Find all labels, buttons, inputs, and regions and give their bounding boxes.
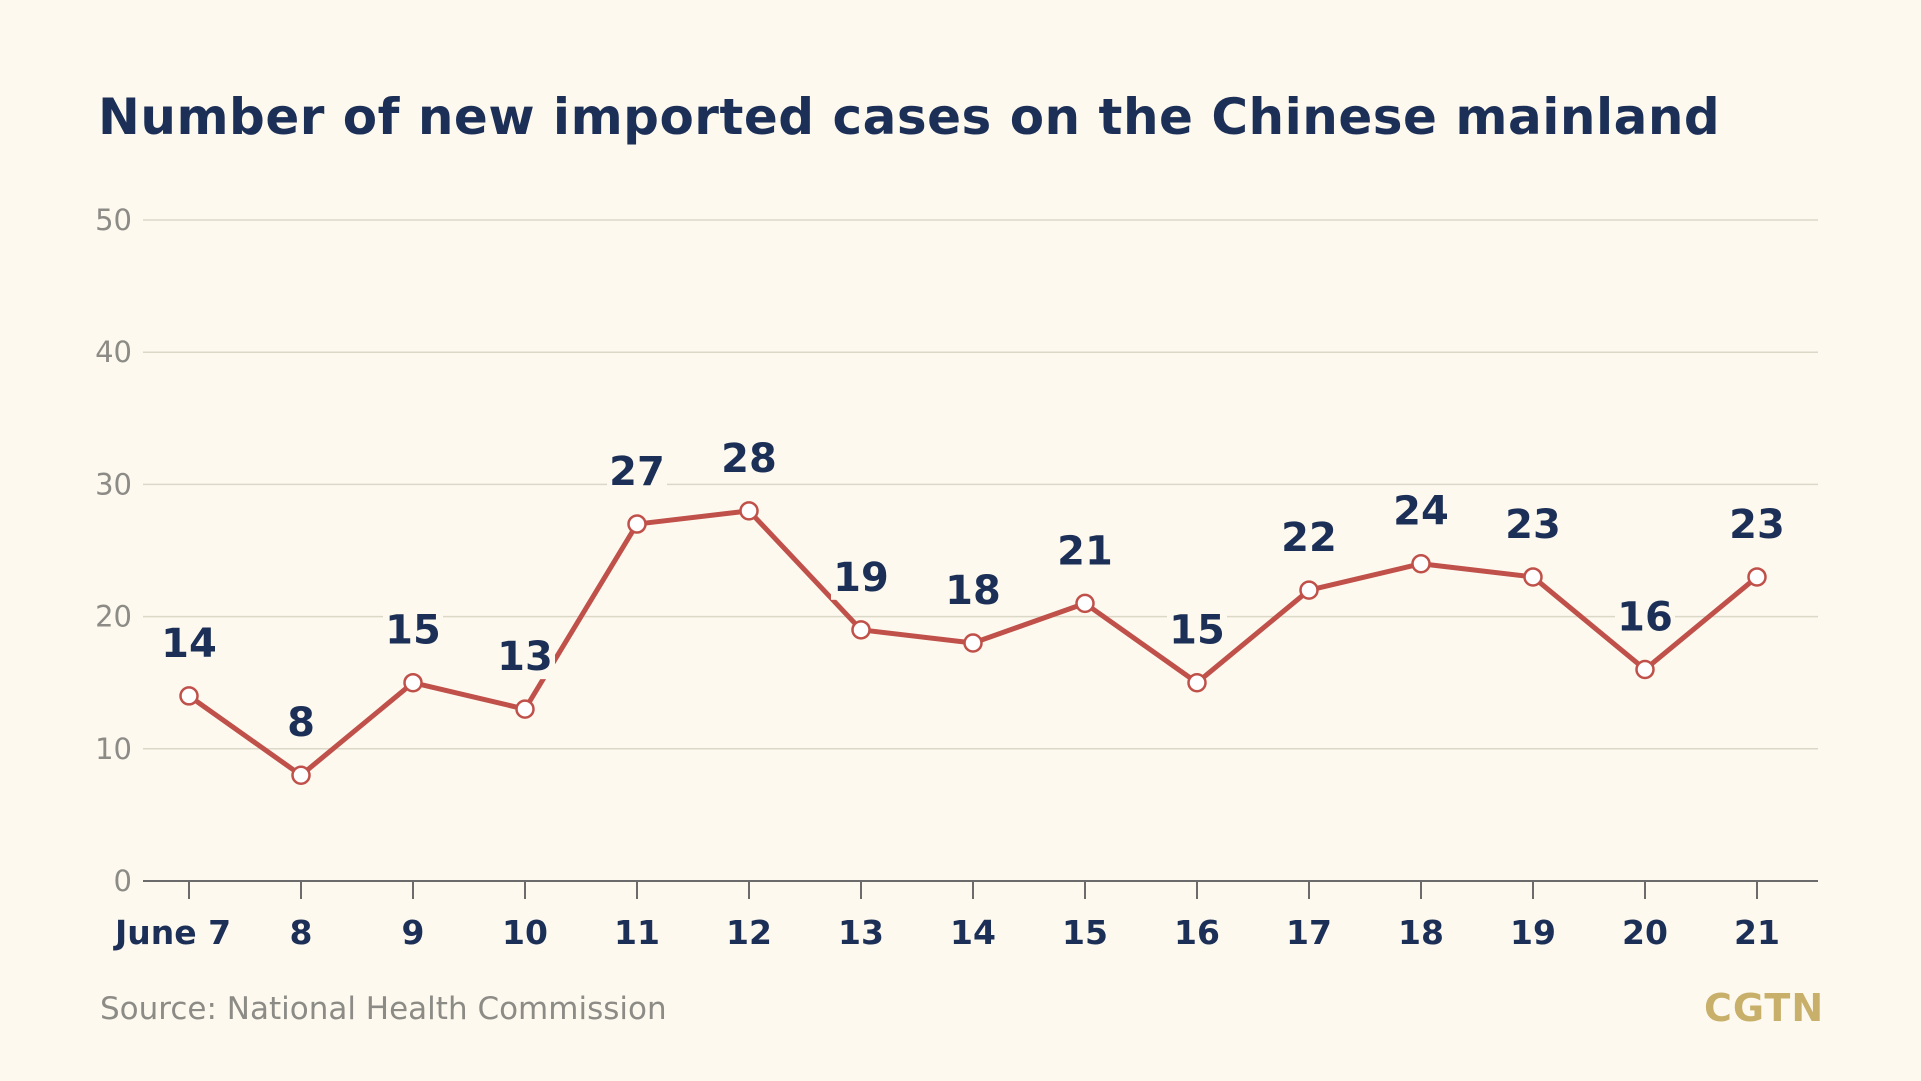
data-label-bg <box>1391 485 1451 534</box>
data-label: 21 <box>1057 528 1113 574</box>
x-axis: June 7 8 9 10 11 12 13 14 15 16 17 18 19 20 21 <box>113 880 1818 952</box>
data-label: 28 <box>721 436 777 482</box>
x-tick-label: 18 <box>1398 913 1444 952</box>
data-point <box>627 514 647 534</box>
data-label: 14 <box>161 621 217 667</box>
data-label-bg <box>607 446 667 495</box>
data-point <box>1747 567 1767 587</box>
x-tick-label: June 7 <box>113 913 231 952</box>
y-tick-label: 10 <box>95 732 132 766</box>
data-label: 15 <box>1169 608 1225 654</box>
x-tick-label: 13 <box>838 913 884 952</box>
cgtn-logo: CGTN <box>1704 986 1825 1030</box>
x-tick-label: 21 <box>1734 913 1780 952</box>
x-tick-label: 8 <box>290 913 313 952</box>
data-labels: 14 8 15 13 27 28 19 18 21 15 22 24 23 16 23 <box>159 432 1787 746</box>
data-point <box>179 686 199 706</box>
data-label-bg <box>495 631 555 680</box>
x-tick-label: 10 <box>502 913 548 952</box>
x-tick-label: 20 <box>1622 913 1668 952</box>
data-label-bg <box>1727 498 1787 547</box>
data-label: 22 <box>1281 515 1337 561</box>
data-point <box>1187 672 1207 693</box>
data-label: 13 <box>497 634 553 680</box>
x-tick-label: 12 <box>726 913 772 952</box>
y-axis-ticks: 0 10 20 30 40 50 <box>95 203 132 898</box>
data-point <box>963 633 983 653</box>
data-point <box>739 501 759 521</box>
data-label: 16 <box>1617 594 1673 640</box>
y-tick-label: 30 <box>95 467 132 501</box>
data-point <box>1523 567 1543 587</box>
data-point <box>1075 593 1095 614</box>
chart-title: Number of new imported cases on the Chin… <box>98 88 1721 146</box>
data-label-bg <box>383 604 443 653</box>
data-label-bg <box>1167 604 1227 653</box>
x-tick-label: 16 <box>1174 913 1220 952</box>
y-tick-label: 0 <box>114 864 132 898</box>
y-tick-label: 40 <box>95 335 132 369</box>
x-tick-label: 14 <box>950 913 996 952</box>
data-label: 8 <box>287 700 315 746</box>
y-tick-label: 50 <box>95 203 132 237</box>
source-note: Source: National Health Commission <box>100 991 667 1027</box>
data-label-bg <box>1503 498 1563 547</box>
data-label-bg <box>159 617 219 666</box>
data-point <box>1299 580 1319 600</box>
data-point <box>1635 659 1655 680</box>
data-label: 15 <box>385 608 441 654</box>
x-tick-label: 19 <box>1510 913 1556 952</box>
data-label-bg <box>1055 525 1115 574</box>
data-points <box>179 501 1767 785</box>
data-label: 24 <box>1393 489 1449 535</box>
data-label-bg <box>831 551 891 600</box>
data-point <box>851 620 871 640</box>
data-label-bg <box>1615 591 1675 640</box>
x-tick-label: 17 <box>1286 913 1332 952</box>
data-label: 27 <box>609 449 665 495</box>
data-label-bg <box>719 432 779 481</box>
data-label: 18 <box>945 568 1001 614</box>
y-tick-label: 20 <box>95 600 132 634</box>
data-point <box>403 672 423 693</box>
data-label: 19 <box>833 555 889 601</box>
x-tick-label: 9 <box>402 913 425 952</box>
data-label: 23 <box>1729 502 1785 548</box>
data-point <box>291 765 311 785</box>
x-tick-label: 15 <box>1062 913 1108 952</box>
data-label-bg <box>943 565 1003 614</box>
grid-lines <box>143 219 1818 750</box>
data-point <box>515 699 535 719</box>
data-point <box>1411 553 1431 574</box>
data-label: 23 <box>1505 502 1561 548</box>
x-tick-label: 11 <box>614 913 660 952</box>
data-label-bg <box>271 697 331 746</box>
data-label-bg <box>1279 512 1339 561</box>
